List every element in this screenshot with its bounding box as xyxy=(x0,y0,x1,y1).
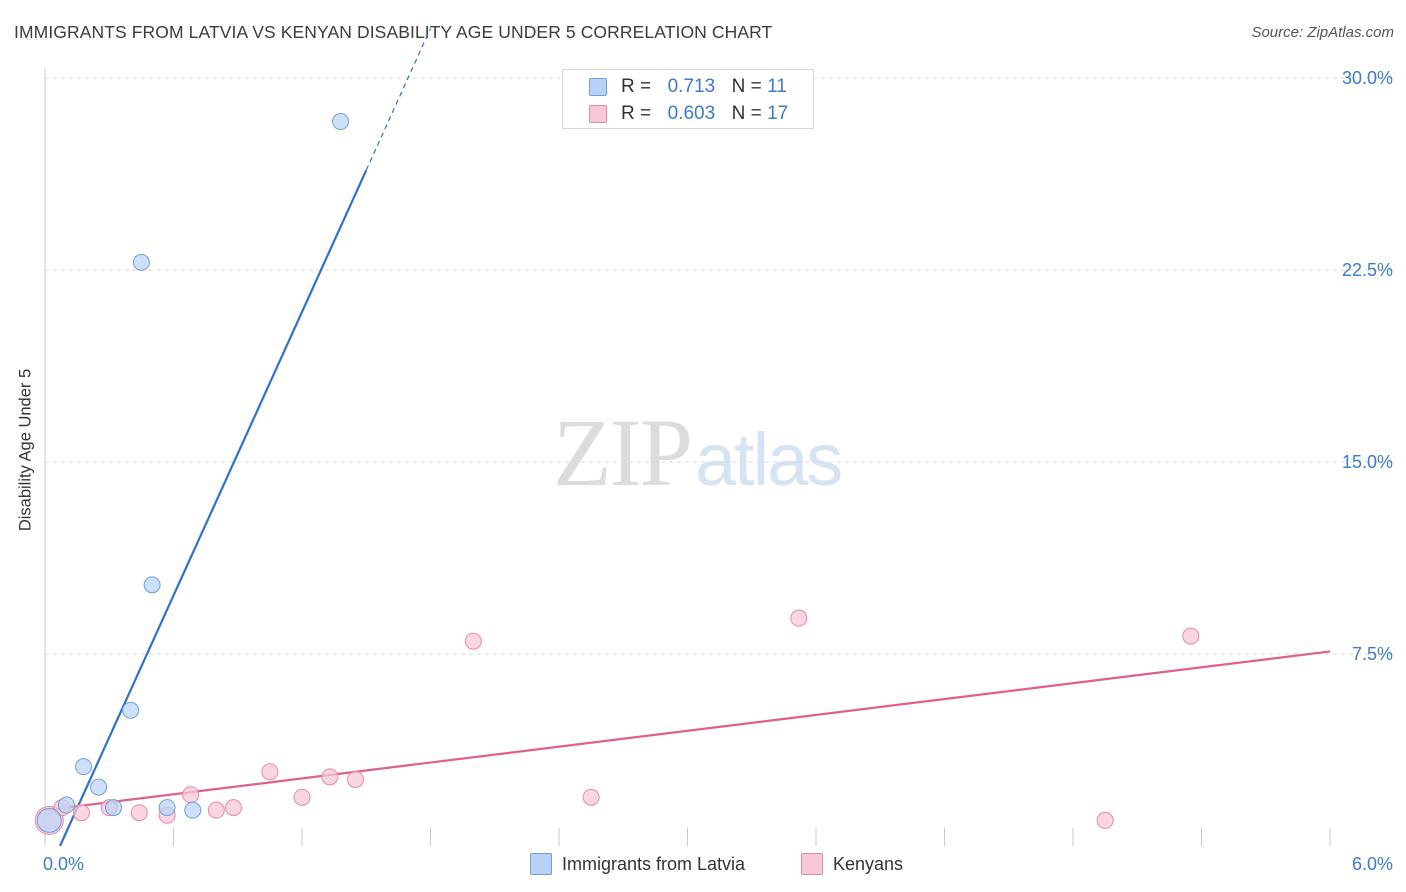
kenyan-point xyxy=(182,786,200,804)
watermark-zip: ZIP xyxy=(553,399,693,506)
kenyan-point xyxy=(224,799,242,817)
tick-labels: 7.5% 15.0% 22.5% 30.0% 0.0% 6.0% xyxy=(43,68,1393,874)
y-axis-label: Disability Age Under 5 xyxy=(16,368,35,532)
legend-n-value-kenyan: 17 xyxy=(767,103,789,124)
legend-n-label: N = xyxy=(731,76,762,97)
kenyan-point xyxy=(293,788,311,806)
kenyan-point xyxy=(72,804,90,822)
y-tick-label: 7.5% xyxy=(1352,644,1393,664)
legend-row-kenyan: R = 0.603 N = 17 xyxy=(589,102,788,126)
latvia-point xyxy=(122,701,140,719)
latvia-point xyxy=(184,801,202,819)
legend-r-label: R = xyxy=(621,76,652,97)
legend-r-label: R = xyxy=(621,103,652,124)
latvia-trend-line xyxy=(58,169,368,847)
y-axis-label-wrap: Disability Age Under 5 xyxy=(6,300,46,600)
latvia-point xyxy=(132,253,150,271)
kenyan-point xyxy=(321,768,339,786)
legend-r-value-kenyan: 0.603 xyxy=(667,103,716,124)
correlation-legend: R = 0.713 N = 11 R = 0.603 N = 17 xyxy=(562,69,814,129)
gridlines xyxy=(44,68,1392,846)
watermark: ZIPatlas xyxy=(553,405,843,501)
y-tick-label: 30.0% xyxy=(1342,68,1393,88)
bottom-legend-swatch-latvia xyxy=(530,853,552,875)
legend-n-label: N = xyxy=(731,103,762,124)
kenyan-point xyxy=(261,763,279,781)
kenyan-point xyxy=(347,770,365,788)
legend-n-value-latvia: 11 xyxy=(767,76,787,97)
legend-swatch-latvia xyxy=(589,78,607,96)
trend-lines xyxy=(44,28,1331,847)
x-axis-ticks xyxy=(44,828,1331,846)
kenyan-point xyxy=(1182,627,1200,645)
latvia-point xyxy=(57,796,75,814)
latvia-trend-extension xyxy=(365,28,432,171)
latvia-point xyxy=(36,807,62,833)
bottom-legend-latvia: Immigrants from Latvia xyxy=(530,852,745,876)
latvia-point xyxy=(332,113,350,131)
legend-r-value-latvia: 0.713 xyxy=(667,76,716,97)
kenyan-point xyxy=(790,609,808,627)
x-tick-label: 0.0% xyxy=(43,854,84,874)
data-points xyxy=(34,113,1200,835)
legend-swatch-kenyan xyxy=(589,105,607,123)
bottom-legend-kenyan: Kenyans xyxy=(801,852,903,876)
bottom-legend-swatch-kenyan xyxy=(801,853,823,875)
watermark-atlas: atlas xyxy=(695,418,843,501)
bottom-legend-label-kenyan: Kenyans xyxy=(833,853,904,874)
kenyan-point xyxy=(464,632,482,650)
y-tick-label: 15.0% xyxy=(1342,452,1393,472)
latvia-point xyxy=(90,778,108,796)
latvia-point xyxy=(105,799,123,817)
kenyan-point xyxy=(130,804,148,822)
y-tick-label: 22.5% xyxy=(1342,260,1393,280)
x-tick-label: 6.0% xyxy=(1352,854,1393,874)
kenyan-point xyxy=(207,801,225,819)
bottom-legend-label-latvia: Immigrants from Latvia xyxy=(562,853,746,874)
legend-row-latvia: R = 0.713 N = 11 xyxy=(589,75,787,99)
chart-title: IMMIGRANTS FROM LATVIA VS KENYAN DISABIL… xyxy=(14,22,773,42)
source-label: Source: ZipAtlas.com xyxy=(1251,24,1394,41)
latvia-point xyxy=(158,799,176,817)
latvia-point xyxy=(75,758,93,776)
kenyan-point xyxy=(1096,811,1114,829)
kenyan-point xyxy=(582,788,600,806)
kenyan-trend-line xyxy=(44,650,1331,812)
latvia-point xyxy=(143,576,161,594)
